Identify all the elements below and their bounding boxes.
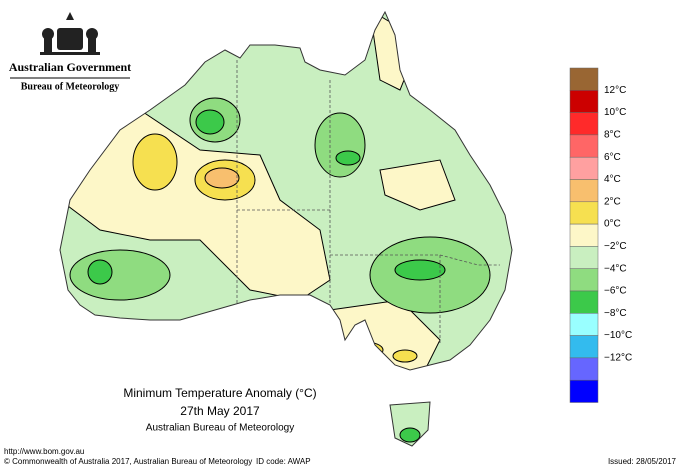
map-date: 27th May 2017 — [180, 404, 260, 418]
legend-label: 8°C — [604, 130, 621, 141]
legend-label: −2°C — [604, 241, 627, 252]
legend-swatch — [569, 379, 599, 403]
legend-label: −10°C — [604, 330, 632, 341]
anomaly-zone — [335, 150, 361, 166]
legend-swatch — [569, 357, 599, 381]
anomaly-zone — [195, 109, 225, 135]
legend-swatch — [569, 156, 599, 180]
anomaly-zone — [69, 249, 171, 301]
legend-swatch — [569, 112, 599, 136]
legend-label: 6°C — [604, 152, 621, 163]
anomaly-zone — [399, 427, 421, 443]
anomaly-zone — [87, 259, 113, 285]
website: http://www.bom.gov.au — [4, 447, 84, 456]
crest — [40, 12, 100, 55]
org-name: Australian Government — [9, 60, 131, 74]
anomaly-zone — [394, 259, 446, 281]
legend-label: 12°C — [604, 85, 626, 96]
state-borders — [236, 60, 500, 345]
legend-swatch — [569, 290, 599, 314]
legend-label: 10°C — [604, 107, 626, 118]
coastline — [59, 10, 513, 447]
legend-swatch — [569, 67, 599, 91]
anomaly-zone — [392, 349, 418, 363]
legend-label: 4°C — [604, 174, 621, 185]
legend-swatch — [569, 201, 599, 225]
legend-swatch — [569, 313, 599, 336]
bureau-name: Bureau of Meteorology — [21, 81, 120, 92]
legend-swatch — [569, 179, 599, 203]
map-title: Minimum Temperature Anomaly (°C) — [123, 386, 316, 400]
legend-swatch — [569, 223, 599, 247]
legend-swatch — [569, 90, 599, 113]
legend-label: −12°C — [604, 353, 632, 364]
copyright: © Commonwealth of Australia 2017, Austra… — [4, 457, 252, 466]
issued-date: Issued: 28/05/2017 — [608, 457, 677, 466]
anomaly-zone — [60, 109, 331, 301]
anomaly-zone — [132, 133, 178, 191]
legend-swatch — [569, 134, 599, 158]
legend: 12°C 10°C 8°C 6°C 4°C 2°C 0°C −2°C −4°C −6°C −8°C −… — [569, 67, 632, 403]
id-code: ID code: AWAP — [256, 457, 311, 466]
anomaly-zone — [204, 167, 240, 189]
legend-label: 0°C — [604, 219, 621, 230]
legend-swatch — [569, 268, 599, 292]
legend-label: −4°C — [604, 263, 627, 274]
legend-label: −6°C — [604, 286, 627, 297]
anomaly-zone — [379, 159, 456, 211]
legend-swatch — [569, 335, 599, 359]
map-source: Australian Bureau of Meteorology — [146, 423, 294, 434]
legend-swatch — [569, 246, 599, 269]
anomaly-zone — [314, 112, 366, 178]
legend-label: 2°C — [604, 196, 621, 207]
legend-label: −8°C — [604, 308, 627, 319]
